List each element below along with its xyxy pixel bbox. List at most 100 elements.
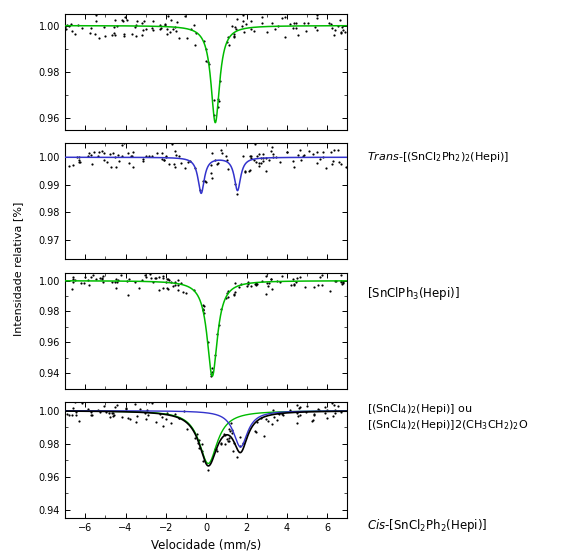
Point bbox=[228, 21, 237, 30]
Point bbox=[320, 409, 329, 418]
Point bbox=[221, 152, 231, 161]
Point bbox=[289, 281, 298, 290]
Point bbox=[223, 437, 232, 446]
Point bbox=[253, 279, 262, 288]
Point bbox=[278, 410, 287, 419]
Point bbox=[195, 185, 205, 194]
Point bbox=[267, 274, 276, 283]
Point bbox=[80, 273, 89, 282]
Point bbox=[106, 268, 115, 277]
Point bbox=[189, 286, 198, 295]
Point bbox=[336, 407, 345, 416]
Point bbox=[185, 157, 194, 166]
Point bbox=[158, 148, 167, 157]
Point bbox=[301, 282, 310, 291]
Point bbox=[241, 167, 250, 176]
Point bbox=[328, 412, 337, 421]
Point bbox=[116, 271, 125, 280]
Point bbox=[142, 405, 151, 414]
Point bbox=[73, 21, 82, 30]
Point bbox=[207, 363, 216, 372]
Point bbox=[223, 32, 232, 41]
Point bbox=[313, 281, 322, 290]
Point bbox=[223, 287, 232, 296]
Point bbox=[90, 30, 99, 39]
Point bbox=[88, 160, 97, 169]
Point bbox=[262, 269, 271, 278]
Point bbox=[126, 151, 135, 160]
Point bbox=[221, 430, 230, 439]
Point bbox=[224, 292, 233, 301]
Point bbox=[84, 389, 93, 398]
Point bbox=[214, 320, 223, 329]
Point bbox=[254, 159, 263, 168]
Point bbox=[327, 398, 336, 407]
Point bbox=[231, 180, 240, 189]
Point bbox=[236, 433, 245, 442]
Point bbox=[319, 147, 328, 156]
Point bbox=[110, 410, 119, 419]
Point bbox=[269, 405, 278, 414]
Point bbox=[302, 408, 311, 417]
Point bbox=[202, 57, 211, 66]
Point bbox=[291, 24, 300, 33]
Point bbox=[207, 174, 216, 183]
Point bbox=[289, 275, 298, 284]
Point bbox=[319, 153, 328, 162]
Point bbox=[341, 27, 350, 36]
Point bbox=[138, 26, 147, 35]
Point bbox=[277, 271, 286, 280]
Point bbox=[216, 439, 225, 448]
Point bbox=[94, 148, 103, 157]
Point bbox=[110, 23, 119, 32]
Point bbox=[125, 414, 134, 423]
Point bbox=[192, 430, 201, 439]
Point bbox=[123, 15, 132, 24]
Point bbox=[85, 280, 94, 289]
Point bbox=[230, 438, 239, 447]
Point bbox=[131, 31, 140, 40]
Point bbox=[69, 273, 78, 282]
Point bbox=[295, 145, 304, 154]
Point bbox=[163, 409, 172, 418]
Point bbox=[71, 398, 80, 407]
Point bbox=[227, 425, 236, 434]
Point bbox=[206, 371, 215, 380]
Point bbox=[162, 152, 171, 161]
Point bbox=[298, 151, 307, 160]
Point bbox=[118, 16, 127, 25]
Point bbox=[152, 149, 161, 158]
Point bbox=[174, 285, 183, 294]
Point bbox=[171, 281, 180, 290]
Point bbox=[174, 280, 183, 289]
Point bbox=[216, 438, 225, 447]
Point bbox=[164, 159, 173, 168]
Point bbox=[101, 31, 110, 40]
Point bbox=[250, 279, 259, 288]
Point bbox=[262, 166, 271, 175]
Point bbox=[231, 25, 240, 34]
Point bbox=[80, 279, 89, 288]
Point bbox=[87, 151, 96, 160]
Point bbox=[258, 150, 267, 158]
Point bbox=[286, 281, 295, 290]
Point bbox=[223, 38, 232, 46]
Point bbox=[144, 8, 153, 17]
Point bbox=[257, 158, 266, 167]
Point bbox=[337, 276, 346, 285]
Point bbox=[172, 151, 181, 160]
Point bbox=[270, 25, 279, 34]
Point bbox=[77, 24, 86, 33]
Point bbox=[225, 427, 234, 436]
Point bbox=[312, 26, 321, 35]
Point bbox=[109, 29, 118, 38]
Point bbox=[92, 17, 101, 26]
Point bbox=[157, 23, 166, 32]
Point bbox=[149, 26, 158, 35]
Point bbox=[259, 153, 268, 162]
Point bbox=[117, 140, 126, 149]
Point bbox=[177, 158, 186, 167]
Point bbox=[303, 401, 312, 410]
Point bbox=[327, 160, 336, 169]
Point bbox=[285, 20, 294, 29]
